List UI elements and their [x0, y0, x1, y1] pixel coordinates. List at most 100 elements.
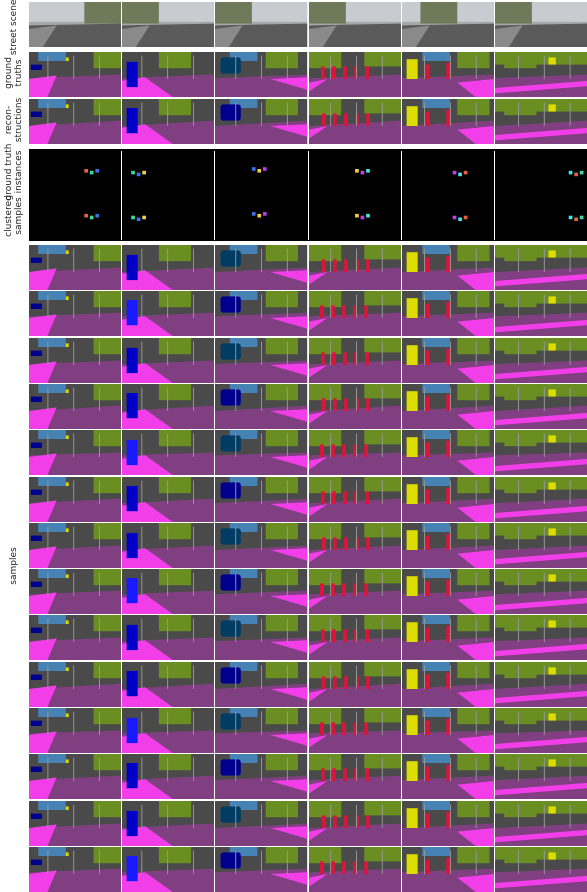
- scene-image: [401, 245, 494, 290]
- street-scenes-row-image-1: [29, 2, 123, 47]
- sample-row-8: [29, 569, 587, 614]
- scene-image: [122, 615, 215, 660]
- scene-image: [308, 754, 401, 799]
- reconstructions-row-image-4: [308, 99, 402, 144]
- scene-image: [494, 662, 587, 707]
- scene-image: [215, 569, 308, 614]
- scene-image: [29, 847, 122, 892]
- scene-image: [215, 52, 308, 97]
- sample-row-13-image-3: [215, 801, 309, 846]
- scene-image: [29, 569, 122, 614]
- sample-row-13-image-2: [122, 801, 216, 846]
- sample-row-3-image-3: [215, 338, 309, 383]
- scene-image: [29, 2, 122, 47]
- sample-row-5-image-5: [401, 430, 495, 475]
- scene-image: [401, 430, 494, 475]
- ground-truth-instances-row-image-1: [29, 151, 123, 196]
- scene-image: [494, 430, 587, 475]
- sample-row-6-image-1: [29, 477, 123, 522]
- scene-image: [494, 523, 587, 568]
- ground-truths-row-image-3: [215, 52, 309, 97]
- scene-image: [215, 708, 308, 753]
- sample-row-8-image-6: [494, 569, 587, 614]
- scene-image: [215, 151, 308, 196]
- sample-row-13: [29, 801, 587, 846]
- sample-row-11-image-3: [215, 708, 309, 753]
- ground-truth-instances-row-image-4: [308, 151, 402, 196]
- clustered-samples-row-image-2: [122, 195, 216, 240]
- scene-image: [494, 708, 587, 753]
- scene-image: [215, 245, 308, 290]
- ground-truth-instances-row-image-6: [494, 151, 587, 196]
- scene-image: [308, 847, 401, 892]
- sample-row-4-image-4: [308, 384, 402, 429]
- sample-row-13-image-1: [29, 801, 123, 846]
- scene-image: [29, 801, 122, 846]
- scene-image: [401, 195, 494, 240]
- sample-row-2-image-6: [494, 291, 587, 336]
- reconstructions-row-image-2: [122, 99, 216, 144]
- sample-row-4-image-1: [29, 384, 123, 429]
- sample-row-4-image-2: [122, 384, 216, 429]
- sample-row-1-image-5: [401, 245, 495, 290]
- scene-image: [29, 615, 122, 660]
- ground-truths-row: [29, 52, 587, 97]
- scene-image: [215, 430, 308, 475]
- label-street-scenes-text: street scenes: [9, 0, 19, 56]
- scene-image: [215, 291, 308, 336]
- scene-image: [308, 615, 401, 660]
- sample-row-10-image-2: [122, 662, 216, 707]
- scene-image: [308, 708, 401, 753]
- reconstructions-row-image-3: [215, 99, 309, 144]
- sample-row-14: [29, 847, 587, 892]
- sample-row-7-image-2: [122, 523, 216, 568]
- sample-row-10-image-5: [401, 662, 495, 707]
- scene-image: [122, 384, 215, 429]
- sample-row-3-image-4: [308, 338, 402, 383]
- sample-row-3: [29, 338, 587, 383]
- scene-image: [122, 291, 215, 336]
- sample-row-6-image-4: [308, 477, 402, 522]
- scene-image: [29, 195, 122, 240]
- scene-image: [29, 338, 122, 383]
- sample-row-4-image-6: [494, 384, 587, 429]
- sample-row-11-image-5: [401, 708, 495, 753]
- scene-image: [215, 2, 308, 47]
- scene-image: [122, 195, 215, 240]
- scene-image: [215, 338, 308, 383]
- ground-truths-row-image-6: [494, 52, 587, 97]
- scene-image: [308, 662, 401, 707]
- scene-image: [29, 245, 122, 290]
- label-samples-text: samples: [9, 547, 19, 585]
- street-scenes-row-image-5: [401, 2, 495, 47]
- sample-row-11-image-4: [308, 708, 402, 753]
- scene-image: [308, 99, 401, 144]
- sample-row-14-image-5: [401, 847, 495, 892]
- clustered-samples-row-image-1: [29, 195, 123, 240]
- sample-row-6: [29, 477, 587, 522]
- scene-image: [215, 754, 308, 799]
- sample-row-8-image-5: [401, 569, 495, 614]
- street-scenes-row-image-6: [494, 2, 587, 47]
- sample-row-2-image-3: [215, 291, 309, 336]
- sample-row-6-image-3: [215, 477, 309, 522]
- sample-row-12-image-6: [494, 754, 587, 799]
- scene-image: [494, 847, 587, 892]
- reconstructions-row-image-5: [401, 99, 495, 144]
- ground-truth-instances-row-image-2: [122, 151, 216, 196]
- clustered-samples-row-image-3: [215, 195, 309, 240]
- scene-image: [29, 477, 122, 522]
- scene-image: [401, 52, 494, 97]
- scene-image: [29, 384, 122, 429]
- sample-row-7-image-6: [494, 523, 587, 568]
- scene-image: [401, 847, 494, 892]
- ground-truths-row-image-2: [122, 52, 216, 97]
- sample-row-1-image-4: [308, 245, 402, 290]
- scene-image: [494, 151, 587, 196]
- sample-row-2-image-2: [122, 291, 216, 336]
- scene-image: [122, 662, 215, 707]
- sample-row-13-image-4: [308, 801, 402, 846]
- scene-image: [122, 99, 215, 144]
- scene-image: [215, 523, 308, 568]
- sample-row-5-image-4: [308, 430, 402, 475]
